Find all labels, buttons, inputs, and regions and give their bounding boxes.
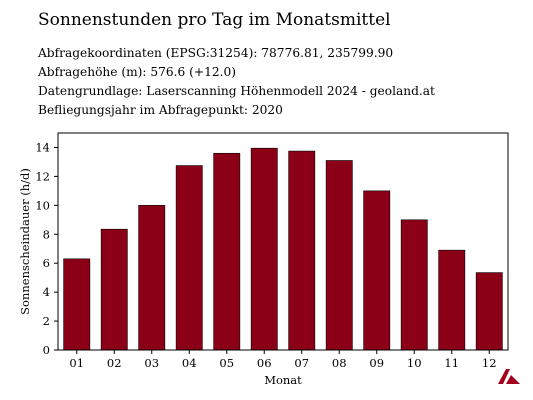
bar-10: [400, 219, 428, 351]
x-tick-label: 12: [482, 356, 497, 370]
y-tick-label: 14: [35, 140, 50, 154]
x-tick-label: 10: [407, 356, 422, 370]
bar-08: [325, 160, 353, 351]
bars-group: [63, 147, 503, 351]
bar-07: [288, 150, 316, 351]
bar-04: [175, 165, 203, 351]
y-tick-label: 4: [43, 285, 50, 299]
x-tick-label: 09: [369, 356, 384, 370]
y-tick-label: 0: [43, 343, 50, 357]
y-tick-label: 12: [35, 169, 50, 183]
bar-09: [363, 190, 391, 351]
bar-12: [475, 272, 503, 351]
x-tick-label: 08: [332, 356, 347, 370]
x-tick-label: 11: [444, 356, 459, 370]
y-axis-label: Sonnenscheindauer (h/d): [18, 168, 32, 315]
chart-title: Sonnenstunden pro Tag im Monatsmittel: [38, 10, 391, 30]
geoland-logo-icon: [498, 369, 520, 384]
bar-03: [138, 205, 166, 351]
y-tick-label: 8: [43, 227, 50, 241]
y-axis: 0 2 4 6 8 10 12 14: [35, 140, 58, 357]
x-tick-label: 07: [294, 356, 309, 370]
x-axis: 01 02 03 04 05 06 07 08 09 10 11 12: [69, 350, 497, 370]
query-coordinates: Abfragekoordinaten (EPSG:31254): 78776.8…: [38, 46, 394, 60]
x-tick-label: 05: [219, 356, 234, 370]
bar-06: [250, 147, 278, 351]
x-tick-label: 04: [182, 356, 197, 370]
y-tick-label: 10: [35, 198, 50, 212]
x-tick-label: 03: [144, 356, 159, 370]
bar-02: [100, 228, 128, 351]
plot-frame: [57, 132, 509, 351]
y-tick-label: 2: [43, 314, 50, 328]
y-tick-label: 6: [43, 256, 50, 270]
bar-01: [63, 258, 91, 351]
bar-05: [213, 152, 241, 351]
flight-year: Befliegungsjahr im Abfragepunkt: 2020: [38, 103, 283, 117]
x-tick-label: 02: [107, 356, 122, 370]
query-height: Abfragehöhe (m): 576.6 (+12.0): [38, 65, 237, 79]
bar-11: [438, 249, 466, 351]
x-tick-label: 06: [257, 356, 272, 370]
data-source: Datengrundlage: Laserscanning Höhenmodel…: [38, 84, 435, 98]
x-axis-label: Monat: [264, 373, 302, 387]
x-tick-label: 01: [69, 356, 84, 370]
